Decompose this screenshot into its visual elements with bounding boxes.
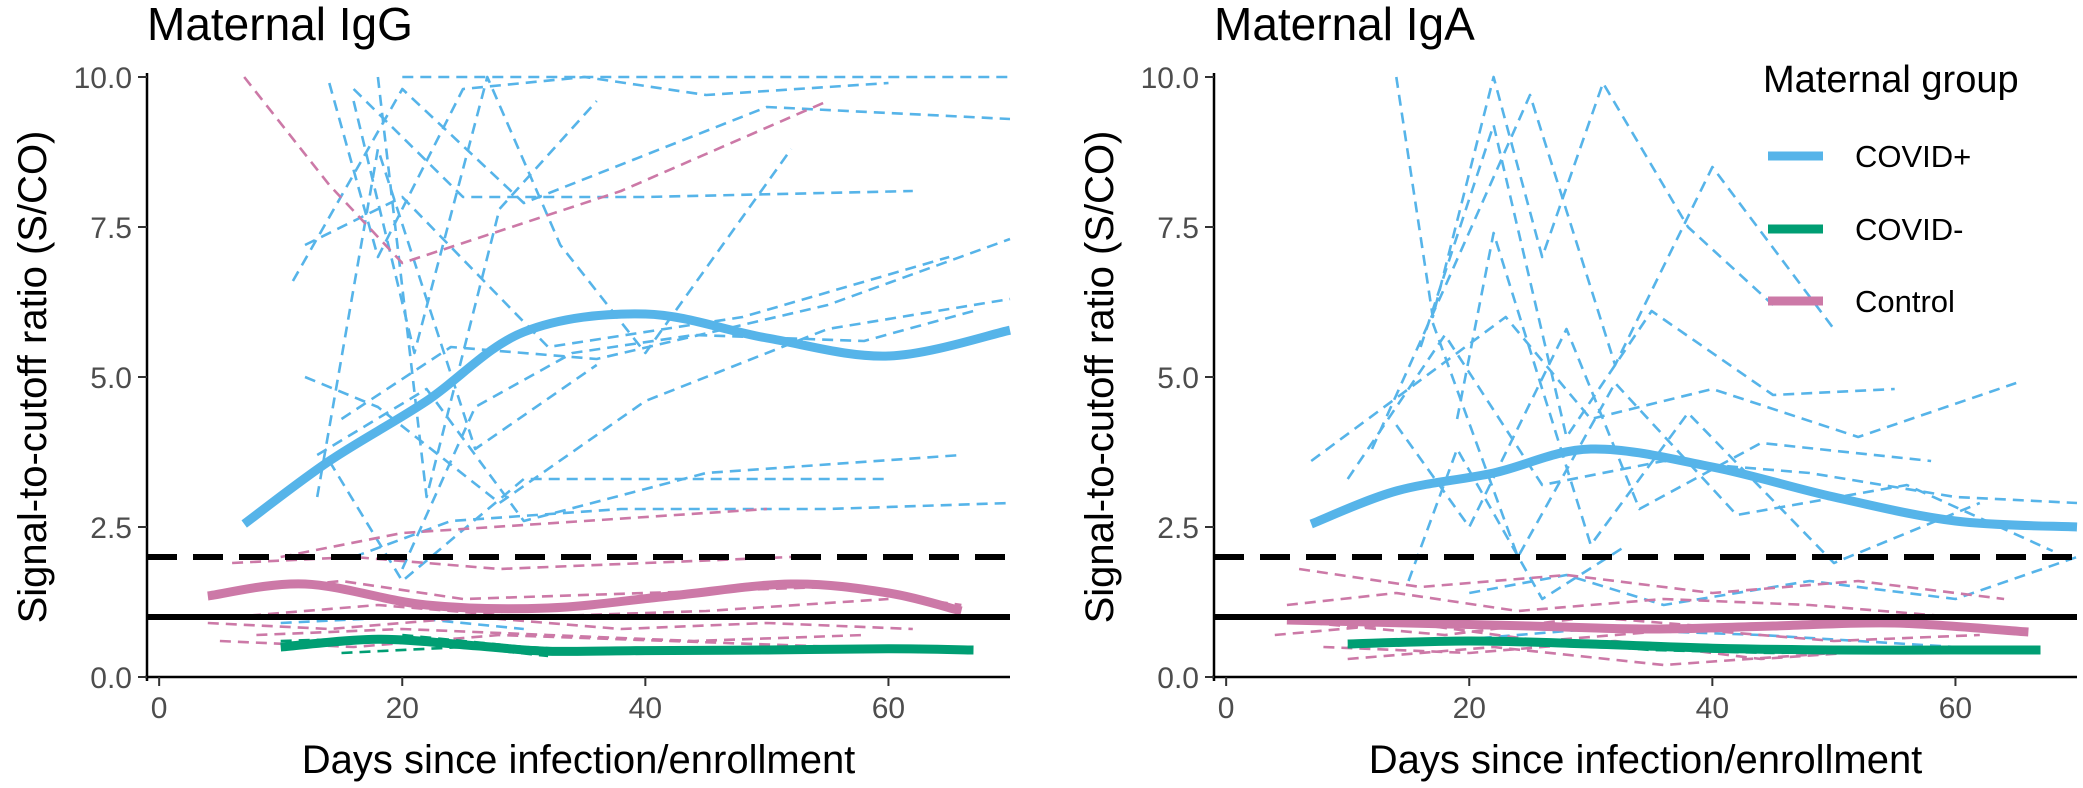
trajectory-control <box>243 76 829 265</box>
y-axis-label: Signal-to-cutoff ratio (S/CO) <box>1078 131 1122 624</box>
plot-area <box>207 75 1011 658</box>
x-tick-label: 0 <box>151 692 168 725</box>
x-axis-label: Days since infection/enrollment <box>1369 738 1923 782</box>
x-tick-label: 40 <box>629 692 662 725</box>
trajectory-covid-pos <box>304 195 950 349</box>
trajectory-covid-pos <box>316 387 962 523</box>
trajectory-covid-pos <box>1431 322 2054 559</box>
y-tick-label: 2.5 <box>1157 512 1199 545</box>
trajectory-covid-pos <box>401 309 974 570</box>
trajectory-control <box>219 633 840 649</box>
trajectory-covid-pos <box>328 75 889 259</box>
trajectory-covid-pos <box>1419 123 1895 439</box>
legend-title: Maternal group <box>1763 59 2019 101</box>
trajectory-control <box>207 615 913 631</box>
smooth-line-control <box>1286 615 2029 637</box>
smooth-line-covid-neg <box>280 634 974 656</box>
trajectory-control <box>280 507 767 559</box>
x-tick-label: 60 <box>872 692 905 725</box>
trajectory-control <box>1347 645 1834 667</box>
trajectory-covid-pos <box>1407 447 1628 601</box>
trajectory-covid-pos <box>328 460 889 583</box>
y-tick-label: 0.0 <box>90 662 132 695</box>
y-tick-label: 10.0 <box>1141 62 1199 95</box>
panel-maternal-iga: Maternal IgA 0.0 2.5 5.0 7.5 10.0 0 20 40 60 Days … <box>1078 0 2078 782</box>
x-tick-label: 60 <box>1939 692 1972 725</box>
smooth-line-covid-neg <box>1347 636 2041 655</box>
smooth-line-control <box>207 579 963 616</box>
trajectory-covid-pos <box>353 501 1011 559</box>
smooth-line-covid-pos <box>1309 444 2078 532</box>
trajectory-covid-pos <box>280 615 524 631</box>
chart-title: Maternal IgA <box>1214 0 1475 50</box>
smooth-line-covid-pos <box>241 309 1011 528</box>
trajectory-covid-pos <box>304 297 1011 505</box>
legend-label-covid-neg: COVID- <box>1855 212 1964 247</box>
trajectory-covid-pos <box>1370 93 1835 450</box>
y-tick-label: 10.0 <box>74 62 132 95</box>
trajectory-covid-pos <box>315 147 598 498</box>
trajectory-covid-pos <box>352 88 913 199</box>
trajectory-covid-pos <box>1395 327 1932 529</box>
trajectory-covid-pos <box>340 237 1011 421</box>
legend: Maternal group COVID+ COVID- Control <box>1763 59 2019 319</box>
y-tick-label: 5.0 <box>1157 362 1199 395</box>
x-tick-label: 0 <box>1218 692 1235 725</box>
trajectory-covid-neg <box>341 645 549 658</box>
trajectory-control <box>1286 591 1956 619</box>
trajectory-covid-pos <box>1455 231 1981 565</box>
y-axis-label: Signal-to-cutoff ratio (S/CO) <box>11 131 55 624</box>
x-tick-label: 20 <box>386 692 419 725</box>
trajectory-covid-pos <box>1310 315 2017 463</box>
chart-title: Maternal IgG <box>147 0 413 50</box>
x-tick-label: 40 <box>1696 692 1729 725</box>
trajectory-covid-pos <box>1469 555 2078 607</box>
x-tick-label: 20 <box>1453 692 1486 725</box>
y-tick-label: 0.0 <box>1157 662 1199 695</box>
plot-area <box>1274 75 2078 667</box>
y-tick-label: 7.5 <box>1157 212 1199 245</box>
y-tick-label: 7.5 <box>90 212 132 245</box>
legend-label-covid-pos: COVID+ <box>1855 139 1971 174</box>
trajectory-covid-pos <box>291 87 1011 282</box>
y-tick-label: 2.5 <box>90 512 132 545</box>
trajectory-control <box>256 627 865 643</box>
trajectory-covid-pos <box>376 76 598 499</box>
y-tick-label: 5.0 <box>90 362 132 395</box>
legend-label-control: Control <box>1855 284 1955 319</box>
panel-maternal-igg: Maternal IgG 0.0 2.5 5.0 7.5 10.0 0 20 40 60 Days … <box>11 0 1011 782</box>
x-axis-label: Days since infection/enrollment <box>302 738 856 782</box>
trajectory-control <box>1298 567 2005 601</box>
